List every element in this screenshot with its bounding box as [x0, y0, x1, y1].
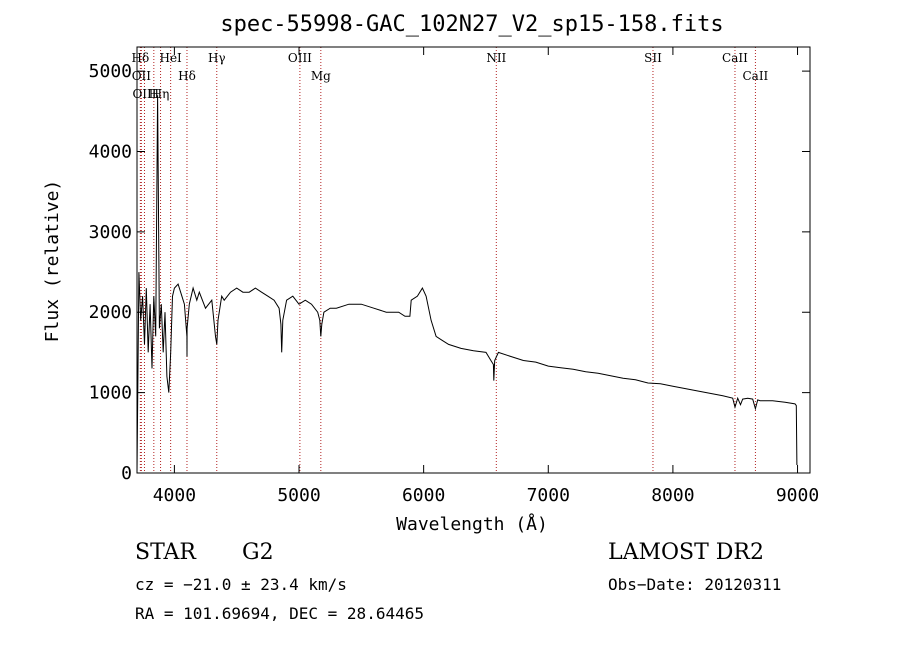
line-label-5: HeI — [159, 51, 182, 65]
spectral-subclass: G2 — [242, 540, 274, 565]
y-tick-label-0: 0 — [121, 463, 132, 484]
line-label-9: Mg — [311, 69, 331, 83]
y-tick-label-5: 5000 — [89, 61, 132, 82]
spectrum-trace — [136, 95, 798, 474]
line-label-3: H — [149, 87, 159, 101]
y-axis-label: Flux (relative) — [42, 180, 63, 343]
chart-title: spec-55998-GAC_102N27_V2_sp15-158.fits — [220, 12, 723, 37]
line-label-7: Hγ — [208, 51, 226, 65]
spectral-class: STAR — [135, 540, 196, 565]
line-label-10: NII — [486, 51, 506, 65]
line-label-0: Hδ — [132, 51, 150, 65]
observation-date: Obs−Date: 20120311 — [608, 575, 782, 594]
line-label-2: OIII — [132, 87, 156, 101]
survey-name: LAMOST DR2 — [608, 540, 764, 565]
y-tick-label-3: 3000 — [89, 222, 132, 243]
x-tick-label-1: 5000 — [277, 485, 320, 506]
line-label-8: OIII — [288, 51, 312, 65]
plot-frame — [136, 46, 811, 474]
line-label-6: Hδ — [178, 69, 196, 83]
line-label-13: CaII — [742, 69, 768, 83]
x-tick-label-4: 8000 — [651, 485, 694, 506]
y-axis-ticks: 0 1000 2000 3000 4000 5000 — [89, 61, 810, 484]
line-label-12: CaII — [722, 51, 748, 65]
x-tick-label-3: 7000 — [527, 485, 570, 506]
redshift-cz: cz = −21.0 ± 23.4 km/s — [135, 575, 347, 594]
x-axis-label: Wavelength (Å) — [396, 513, 548, 535]
y-tick-label-1: 1000 — [89, 383, 132, 404]
x-tick-label-2: 6000 — [402, 485, 445, 506]
spectrum-chart: spec-55998-GAC_102N27_V2_sp15-158.fits H… — [42, 12, 819, 535]
x-axis-ticks: 4000 5000 6000 7000 8000 9000 — [153, 47, 819, 506]
x-tick-label-5: 9000 — [776, 485, 819, 506]
line-label-11: SII — [644, 51, 662, 65]
line-label-4: Hη — [152, 87, 170, 101]
y-tick-label-2: 2000 — [89, 302, 132, 323]
x-tick-label-0: 4000 — [153, 485, 196, 506]
ra-dec: RA = 101.69694, DEC = 28.64465 — [135, 604, 424, 623]
emission-line-markers — [139, 47, 756, 473]
y-tick-label-4: 4000 — [89, 141, 132, 162]
